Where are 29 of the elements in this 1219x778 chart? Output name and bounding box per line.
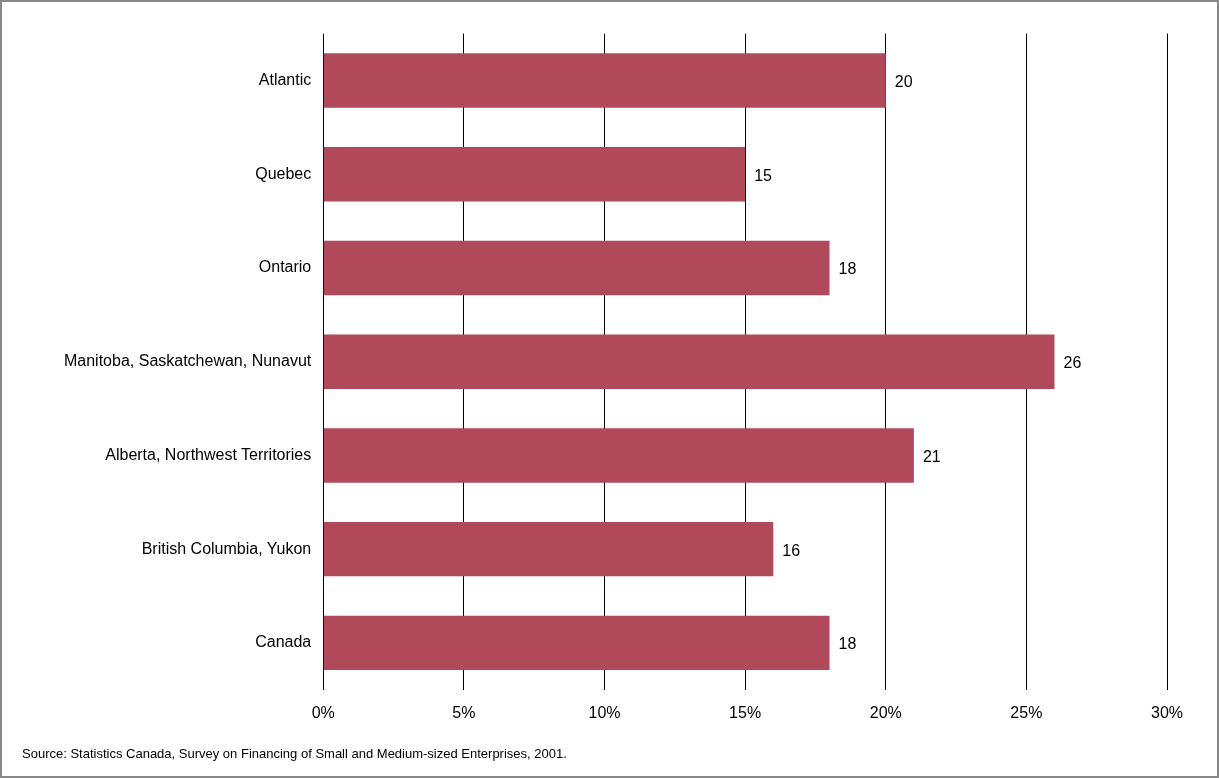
bar xyxy=(323,428,914,483)
bar xyxy=(323,147,746,202)
x-tick-label: 5% xyxy=(452,703,476,721)
x-tick-label: 10% xyxy=(588,703,621,721)
x-tick-label: 0% xyxy=(311,703,335,721)
y-tick-label: Canada xyxy=(255,633,312,651)
bar xyxy=(323,240,830,296)
data-label: 26 xyxy=(1063,354,1082,372)
y-tick-label: Atlantic xyxy=(258,70,312,88)
bar xyxy=(323,615,830,671)
data-label: 18 xyxy=(838,260,857,278)
data-label: 21 xyxy=(922,447,941,465)
bar xyxy=(323,334,1055,389)
data-label: 15 xyxy=(754,166,773,184)
y-tick-label: Quebec xyxy=(255,164,312,182)
source-note: Source: Statistics Canada, Survey on Financing of Small and Medium-sized Enterprises, 2001. xyxy=(22,746,567,761)
data-label: 18 xyxy=(838,635,857,653)
bar xyxy=(323,53,886,108)
data-label: 20 xyxy=(894,72,913,90)
x-tick-label: 30% xyxy=(1150,703,1184,721)
y-tick-label: Manitoba, Saskatchewan, Nunavut xyxy=(63,352,312,370)
x-tick-label: 25% xyxy=(1010,703,1043,721)
x-tick-label: 15% xyxy=(729,703,762,721)
y-tick-label: British Columbia, Yukon xyxy=(141,539,312,557)
x-tick-label: 20% xyxy=(869,703,902,721)
y-tick-label: Ontario xyxy=(258,258,312,276)
y-tick-label: Alberta, Northwest Territories xyxy=(105,445,312,463)
data-label: 16 xyxy=(782,541,801,559)
bar xyxy=(323,522,774,577)
